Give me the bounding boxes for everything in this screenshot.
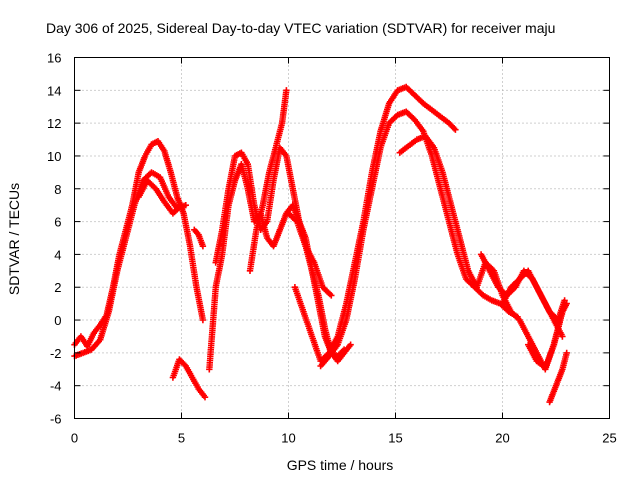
y-tick-label: 10 <box>47 149 61 164</box>
y-tick-label: 6 <box>54 215 61 230</box>
x-tick-label: 0 <box>71 431 78 446</box>
series-track-9 <box>285 210 335 299</box>
series-track-15 <box>525 308 566 371</box>
y-tick-label: 16 <box>47 51 61 66</box>
y-tick-label: 2 <box>54 280 61 295</box>
y-tick-label: -6 <box>50 412 62 427</box>
series-track-7 <box>212 144 354 365</box>
x-tick-label: 10 <box>281 431 295 446</box>
y-tick-label: -2 <box>50 346 62 361</box>
series-track-4 <box>191 226 207 250</box>
x-tick-label: 20 <box>495 431 509 446</box>
y-tick-label: 4 <box>54 247 61 262</box>
data-point <box>201 394 209 401</box>
plot-frame <box>74 57 610 419</box>
x-axis-label: GPS time / hours <box>287 457 394 473</box>
y-tick-label: 0 <box>54 313 61 328</box>
data-point <box>450 125 458 132</box>
ticks-layer: 0 5 10 15 20 25 -6 -4 -2 0 2 4 6 8 10 12 14 16 <box>47 51 617 446</box>
x-tick-label: 5 <box>178 431 185 446</box>
series-track-11 <box>317 108 521 370</box>
series-track-5 <box>169 356 209 401</box>
data-point <box>561 297 568 304</box>
series-track-8 <box>246 87 290 274</box>
series-track-14 <box>499 267 566 340</box>
y-tick-label: 12 <box>47 116 61 131</box>
x-tick-label: 15 <box>388 431 402 446</box>
y-tick-label: 14 <box>47 83 61 98</box>
series-track-16 <box>546 349 570 406</box>
data-point <box>199 316 207 324</box>
data-point <box>559 308 566 315</box>
data-point <box>283 87 290 94</box>
data-point <box>563 349 570 357</box>
data-point <box>452 126 459 133</box>
data-point <box>178 202 185 209</box>
x-tick-label: 25 <box>602 431 616 446</box>
data-point <box>559 333 566 340</box>
data-layer <box>71 83 570 406</box>
y-tick-label: 8 <box>54 182 61 197</box>
data-point <box>199 243 207 250</box>
data-point <box>347 341 354 348</box>
data-point <box>328 292 335 299</box>
chart-title: Day 306 of 2025, Sidereal Day-to-day VTE… <box>46 20 555 36</box>
series-track-3 <box>135 177 185 217</box>
y-tick-label: -4 <box>50 379 62 394</box>
y-axis-label: SDTVAR / TECUs <box>6 183 22 295</box>
